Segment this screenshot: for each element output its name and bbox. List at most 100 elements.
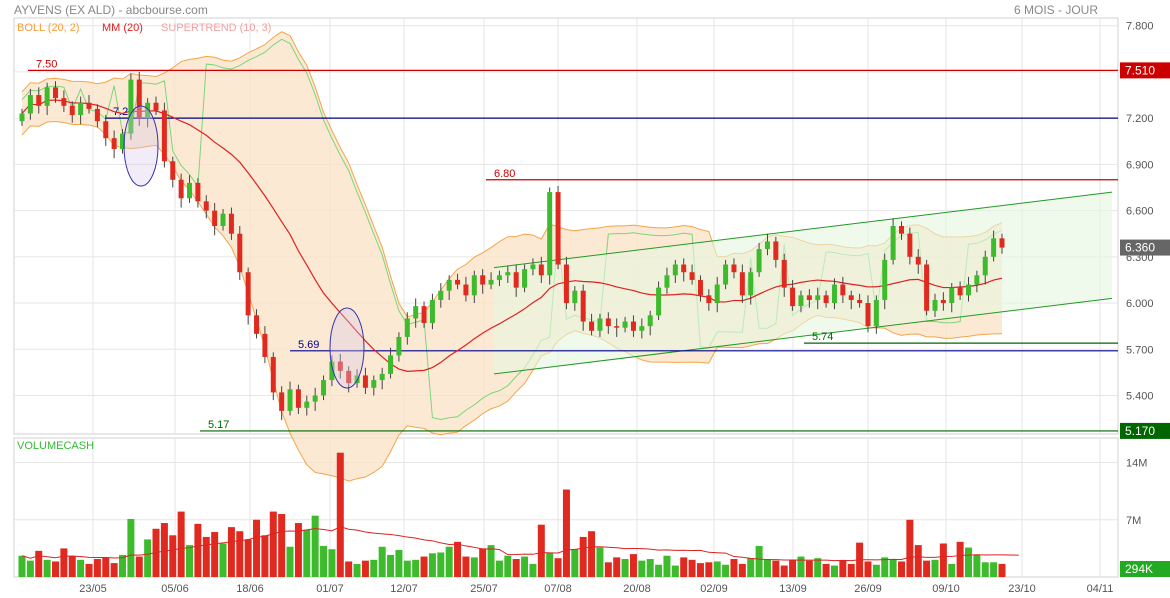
candle-body <box>429 299 435 324</box>
volume-bar <box>948 563 956 577</box>
volume-bar <box>956 541 964 577</box>
candle-body <box>681 264 687 273</box>
volume-bar <box>981 562 989 577</box>
volume-bar <box>127 518 135 577</box>
candle-body <box>764 241 770 250</box>
candle-body <box>949 287 955 304</box>
volume-bar <box>990 562 998 577</box>
candle-body <box>170 161 176 180</box>
candle-body <box>965 284 971 296</box>
candle-body <box>480 275 486 285</box>
candle-body <box>672 264 678 276</box>
chart-title: AYVENS (EX ALD) - abcbourse.com <box>14 3 208 17</box>
candle-body <box>111 138 117 149</box>
candle-body <box>153 102 159 111</box>
candle-body <box>145 102 151 119</box>
volume-bar <box>387 554 395 577</box>
volume-bar <box>370 559 378 577</box>
volume-bar <box>110 563 118 577</box>
volume-bar <box>822 563 830 577</box>
candle-body <box>790 287 796 307</box>
volume-bar <box>320 545 328 577</box>
candle-body <box>974 275 980 285</box>
candle-body <box>27 95 33 114</box>
volume-bar <box>202 536 210 577</box>
level-text: 6.80 <box>494 168 515 180</box>
candle-body <box>563 264 569 304</box>
channel-upper-line <box>493 191 1113 269</box>
volume-bar <box>521 556 529 577</box>
volume-bar <box>998 563 1006 577</box>
volume-bar <box>144 539 152 577</box>
candle-body <box>639 326 645 331</box>
volume-bar <box>18 555 26 577</box>
candle-body <box>940 299 946 304</box>
volume-bar <box>102 557 110 577</box>
volume-bar <box>747 558 755 577</box>
candle-body <box>873 299 879 327</box>
volume-bar <box>77 559 85 577</box>
candle-body <box>404 318 410 337</box>
volume-tick-label: 7M <box>1126 515 1141 527</box>
level-text: 5.17 <box>208 419 229 431</box>
volume-bar <box>663 555 671 577</box>
candle-body <box>321 380 327 396</box>
x-tick-label: 04/11 <box>1087 583 1114 595</box>
x-tick-label: 12/07 <box>390 583 418 595</box>
candle-body <box>312 395 318 402</box>
volume-bar <box>311 515 319 577</box>
candle-body <box>882 259 888 300</box>
volume-bar <box>814 558 822 577</box>
volume-bar <box>696 563 704 577</box>
volume-bar <box>194 523 202 577</box>
volume-bar <box>596 547 604 577</box>
volume-bar <box>680 557 688 577</box>
volume-bar <box>613 557 621 577</box>
volume-bar <box>805 560 813 577</box>
candle-body <box>605 318 611 327</box>
candle-body <box>756 249 762 273</box>
price-tick-label: 7.200 <box>1126 113 1154 125</box>
candle-body <box>505 272 511 276</box>
volume-bar <box>789 559 797 577</box>
volume-bar <box>160 523 168 577</box>
candle-body <box>237 233 243 273</box>
x-tick-label: 18/06 <box>236 583 264 595</box>
volume-bar <box>428 553 436 577</box>
candle-body <box>739 272 745 296</box>
candle-body <box>396 336 402 356</box>
candle-body <box>496 275 502 280</box>
volume-bar <box>177 511 185 577</box>
candle-body <box>823 295 829 304</box>
level-price-tag-text: 7.510 <box>1125 63 1155 77</box>
candle-body <box>337 361 343 371</box>
candle-body <box>924 264 930 311</box>
candle-body <box>806 295 812 300</box>
volume-bar <box>897 561 905 577</box>
x-tick-label: 05/06 <box>161 583 189 595</box>
volume-bar <box>872 564 880 577</box>
chart-period: 6 MOIS - JOUR <box>1013 3 1098 17</box>
last-volume-tag <box>1120 561 1170 577</box>
candle-body <box>346 370 352 384</box>
volume-bar <box>839 560 847 577</box>
candle-body <box>991 238 997 257</box>
candle-body <box>714 284 720 304</box>
legend-volume: VOLUMECASH <box>17 440 95 452</box>
candle-body <box>136 79 142 119</box>
candle-body <box>86 102 92 109</box>
price-tick-label: 7.800 <box>1126 21 1154 33</box>
volume-bar <box>906 519 914 577</box>
volume-bar <box>353 563 361 577</box>
volume-bar <box>269 511 277 577</box>
x-tick-label: 13/09 <box>779 583 807 595</box>
volume-bar <box>579 536 587 577</box>
candle-body <box>61 98 67 106</box>
bollinger-band <box>22 31 1002 482</box>
candle-body <box>388 355 394 374</box>
volume-bar <box>588 531 596 577</box>
highlight-ellipse <box>329 307 365 389</box>
candle-body <box>304 401 310 408</box>
candle-body <box>178 179 184 199</box>
volume-bar <box>93 559 101 577</box>
